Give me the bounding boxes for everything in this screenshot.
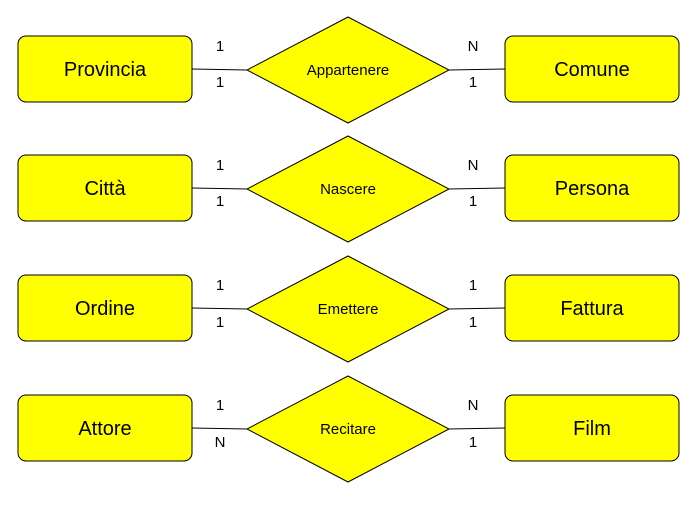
entity-name-left: Attore bbox=[78, 418, 131, 440]
relationship-name: Emettere bbox=[318, 301, 379, 318]
relationship-name: Recitare bbox=[320, 421, 376, 438]
cardinality-right-bottom: 1 bbox=[469, 193, 477, 210]
entity-name-right: Fattura bbox=[560, 298, 624, 320]
entity-name-right: Film bbox=[573, 418, 611, 440]
relationship-name: Appartenere bbox=[307, 62, 390, 79]
relationship-diamond bbox=[245, 16, 451, 124]
cardinality-left-top: 1 bbox=[216, 157, 224, 174]
relationship-diamond bbox=[245, 255, 451, 363]
connector-left bbox=[191, 427, 248, 430]
er-row-provincia-comune: Provincia Comune Appartenere 1 1 N 1 bbox=[17, 16, 680, 124]
relationship-diamond bbox=[245, 135, 451, 243]
entity-box-left bbox=[17, 274, 193, 342]
cardinality-left-top: 1 bbox=[216, 397, 224, 414]
cardinality-right-bottom: 1 bbox=[469, 434, 477, 451]
entity-name-left: Provincia bbox=[64, 59, 147, 81]
connector-right bbox=[448, 68, 506, 71]
entity-name-right: Comune bbox=[554, 59, 630, 81]
connector-right bbox=[448, 187, 506, 190]
cardinality-right-top: N bbox=[468, 397, 479, 414]
entity-name-left: Ordine bbox=[75, 298, 135, 320]
cardinality-left-bottom: 1 bbox=[216, 74, 224, 91]
relationship-diamond bbox=[245, 375, 451, 483]
connector-left bbox=[191, 68, 248, 71]
entity-box-right bbox=[504, 274, 680, 342]
cardinality-right-top: 1 bbox=[469, 277, 477, 294]
cardinality-left-bottom: N bbox=[215, 434, 226, 451]
connector-left bbox=[191, 307, 248, 310]
cardinality-right-bottom: 1 bbox=[469, 74, 477, 91]
cardinality-right-bottom: 1 bbox=[469, 314, 477, 331]
er-row-attore-film: Attore Film Recitare 1 N N 1 bbox=[17, 375, 680, 483]
cardinality-left-top: 1 bbox=[216, 38, 224, 55]
relationship-name: Nascere bbox=[320, 181, 376, 198]
entity-box-left bbox=[17, 154, 193, 222]
connector-left bbox=[191, 187, 248, 190]
entity-box-right bbox=[504, 35, 680, 103]
entity-name-right: Persona bbox=[555, 178, 630, 200]
connector-right bbox=[448, 427, 506, 430]
cardinality-left-bottom: 1 bbox=[216, 314, 224, 331]
er-row-ordine-fattura: Ordine Fattura Emettere 1 1 1 1 bbox=[17, 255, 680, 363]
entity-box-right bbox=[504, 394, 680, 462]
cardinality-right-top: N bbox=[468, 157, 479, 174]
cardinality-left-bottom: 1 bbox=[216, 193, 224, 210]
entity-name-left: Città bbox=[84, 178, 126, 200]
cardinality-left-top: 1 bbox=[216, 277, 224, 294]
entity-box-left bbox=[17, 35, 193, 103]
er-row-citta-persona: Città Persona Nascere 1 1 N 1 bbox=[17, 135, 680, 243]
entity-box-left bbox=[17, 394, 193, 462]
entity-box-right bbox=[504, 154, 680, 222]
connector-right bbox=[448, 307, 506, 310]
cardinality-right-top: N bbox=[468, 38, 479, 55]
